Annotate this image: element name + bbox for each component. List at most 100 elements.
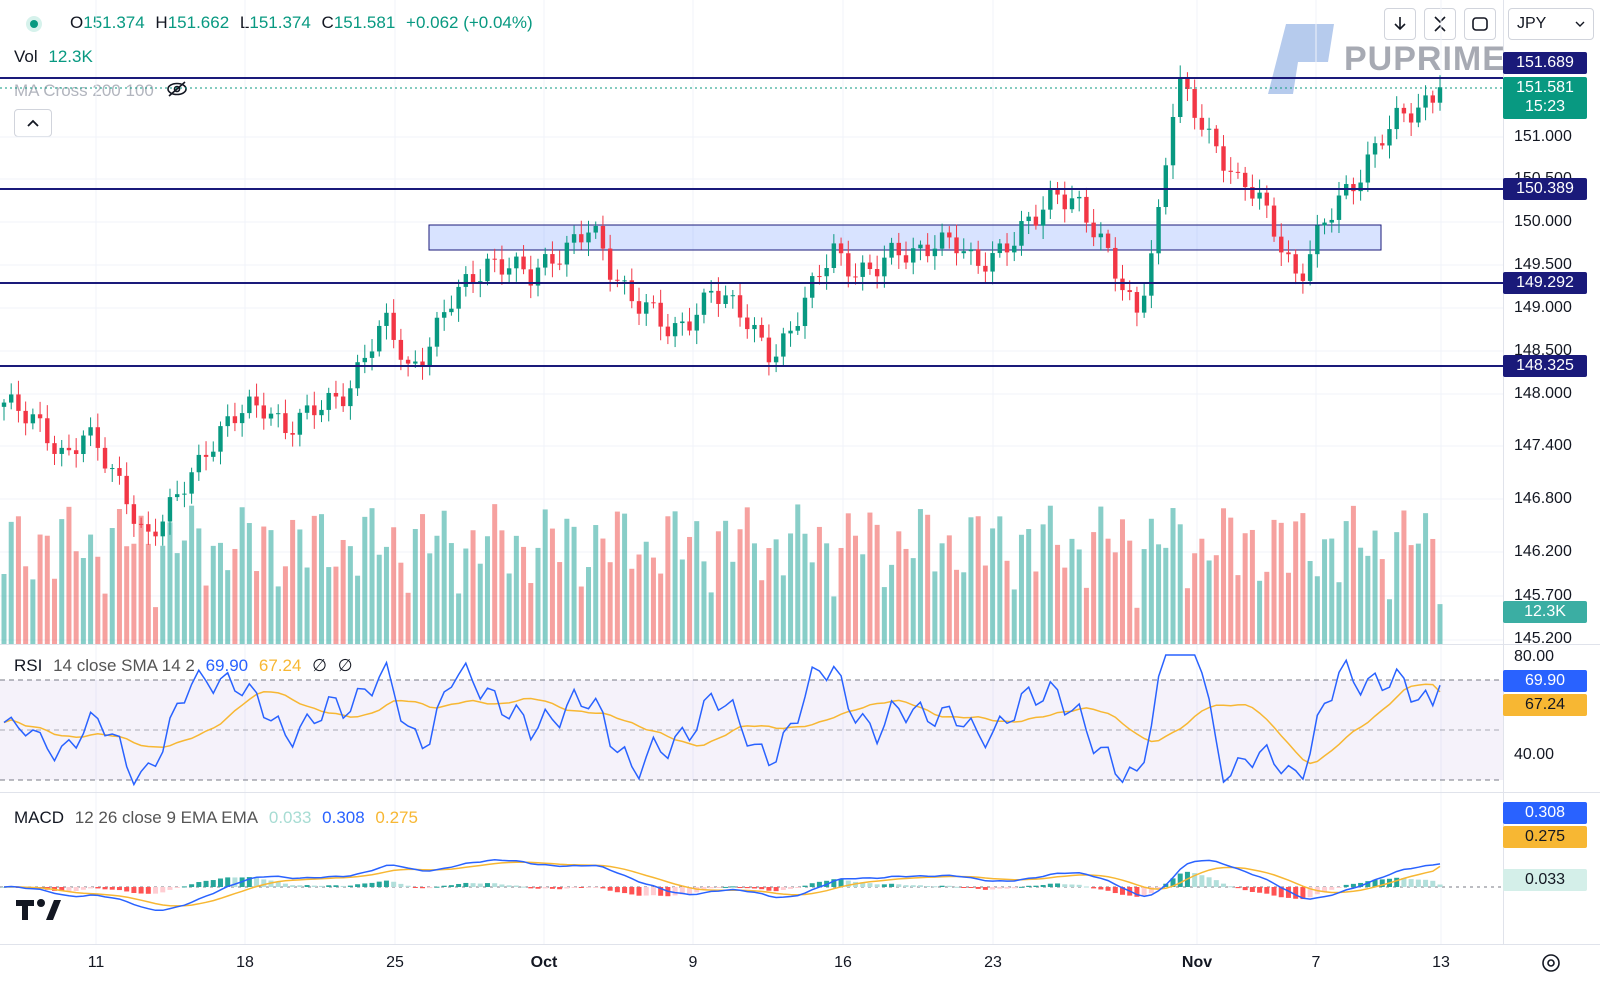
macd-hist-bar [196, 882, 202, 887]
volume-bar [261, 526, 267, 644]
candle-body [745, 317, 750, 330]
macd-hist-bar [629, 887, 635, 895]
volume-bar [1199, 538, 1205, 644]
macd-hist-bar [333, 885, 339, 887]
null-icon: ∅ [312, 656, 327, 675]
macd-hist-bar [679, 887, 685, 895]
candle-body [413, 361, 418, 364]
candle-body [795, 326, 800, 331]
candle-body [110, 468, 115, 470]
candle-body [66, 447, 72, 451]
volume-bar [1285, 572, 1291, 644]
rsi-params: 14 close SMA 14 2 [53, 656, 195, 675]
macd-signal-tag: 0.275 [1503, 826, 1587, 848]
volume-bar [362, 516, 368, 644]
candle-body [312, 405, 317, 416]
candle-body [1228, 170, 1233, 172]
candle-body [160, 521, 165, 537]
macd-hist-bar [116, 887, 122, 891]
candle-body [340, 396, 346, 407]
macd-hist-bar [1141, 887, 1147, 897]
o-label: O [70, 13, 84, 32]
macd-hist-bar [160, 887, 166, 893]
macd-hist-bar [66, 887, 72, 892]
macd-hist-bar [311, 885, 317, 887]
volume-bar [881, 587, 887, 644]
volume-bar [470, 530, 476, 644]
collapse-arrows-button[interactable] [1424, 8, 1456, 40]
resistance-zone [428, 224, 1382, 251]
volume-bar [1040, 524, 1046, 644]
candle-body [427, 346, 432, 367]
macd-hist-bar [1199, 875, 1205, 887]
volume-bar [1423, 513, 1429, 644]
restore-button[interactable] [1464, 8, 1496, 40]
candle-body [896, 242, 901, 256]
volume-bar [564, 518, 570, 644]
candle-body [81, 435, 86, 455]
macd-hist-bar [997, 887, 1003, 889]
volume-bar [1091, 532, 1097, 644]
volume-bar [8, 521, 14, 644]
candle-body [521, 256, 526, 270]
price-tick: 148.000 [1514, 385, 1572, 402]
candle-body [759, 324, 764, 338]
candle-body [1040, 209, 1046, 226]
volume-bar [275, 586, 281, 644]
candle-body [838, 243, 844, 254]
macd-hist-bar [737, 887, 743, 888]
volume-bar [571, 526, 577, 644]
macd-hist-bar [506, 885, 512, 887]
macd-hist-bar [102, 887, 108, 890]
brand-watermark: PUPRIME [1268, 22, 1505, 99]
candle-body [1401, 107, 1407, 114]
tradingview-logo-icon[interactable] [16, 898, 62, 927]
volume-bar [1415, 543, 1421, 644]
candle-body [506, 268, 512, 275]
settings-gear-icon[interactable] [1540, 952, 1562, 979]
candle-body [1156, 207, 1161, 254]
candle-body [586, 232, 591, 243]
candle-body [680, 321, 685, 324]
candle-body [1250, 187, 1255, 199]
candle-body [882, 257, 887, 277]
rsi-sma-line [3, 683, 1441, 765]
candle-body [622, 280, 627, 282]
candle-body [658, 302, 663, 327]
volume-bar [650, 557, 656, 644]
volume-bar [1271, 519, 1277, 644]
candle-body [1322, 222, 1327, 226]
collapse-legend-button[interactable] [14, 109, 52, 137]
volume-bar [816, 526, 822, 644]
volume-bar [513, 535, 519, 644]
macd-hist-bar [1040, 884, 1046, 887]
volume-bar [838, 547, 844, 644]
currency-select[interactable]: JPY [1508, 8, 1594, 40]
pane-divider-macd[interactable] [0, 792, 1600, 793]
download-button[interactable] [1384, 8, 1416, 40]
macd-hist-bar [1213, 880, 1219, 887]
eye-hidden-icon[interactable] [165, 80, 189, 103]
volume-bar [217, 542, 223, 644]
null-icon: ∅ [337, 656, 353, 675]
rsi-sma-tag: 67.24 [1503, 694, 1587, 716]
volume-bar [95, 556, 101, 644]
pane-divider-rsi[interactable] [0, 644, 1600, 645]
candle-body [773, 356, 779, 363]
macd-hist-bar [586, 887, 592, 888]
volume-bar [528, 583, 534, 644]
macd-hist-bar [1134, 887, 1140, 897]
volume-bar [946, 535, 952, 644]
candle-body [59, 447, 64, 454]
volume-bar [463, 548, 469, 644]
macd-hist-bar [549, 887, 555, 889]
volume-bar [1235, 575, 1241, 644]
macd-hist-bar [1293, 887, 1299, 899]
volume-bar [153, 607, 159, 644]
ma-cross-legend[interactable]: MA Cross 200 100 [14, 80, 195, 103]
volume-bar [1386, 599, 1392, 644]
macd-value-tag: 0.308 [1503, 802, 1587, 824]
volume-bar [751, 543, 757, 644]
volume-bar [614, 511, 620, 644]
